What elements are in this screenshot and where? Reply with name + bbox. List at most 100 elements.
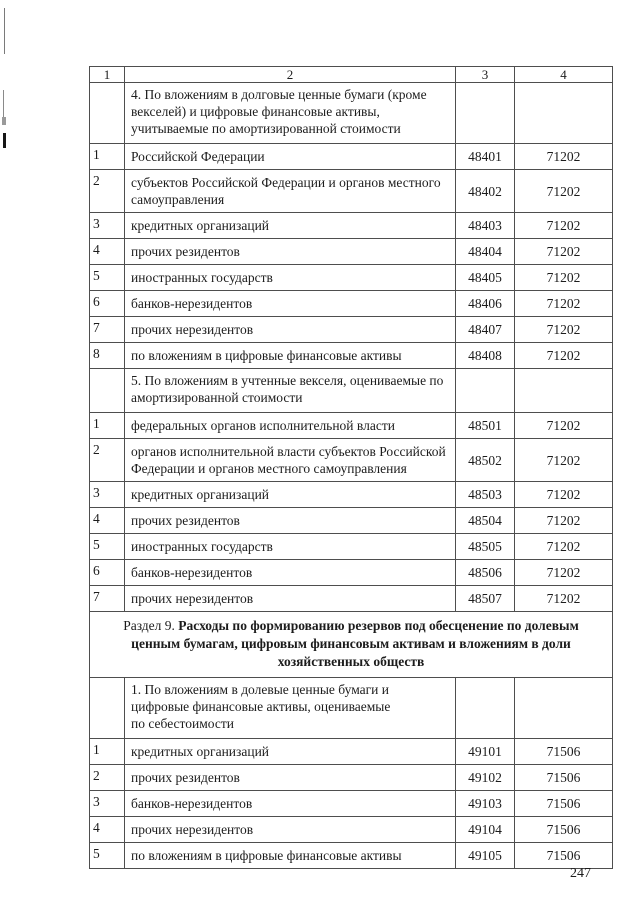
- row-number-cell: 1: [89, 412, 125, 439]
- accounting-table: 1 2 3 4 4. По вложениям в долговые ценны…: [89, 66, 613, 869]
- subsection-title-cell: 5. По вложениям в учтенные векселя, оцен…: [124, 368, 456, 413]
- column-header-1: 1: [89, 66, 125, 83]
- table-row: 1 федеральных органов исполнительной влас…: [89, 412, 613, 439]
- row-label-cell: по вложениям в цифровые финансовые актив…: [124, 342, 456, 369]
- table-row: 7 прочих нерезидентов 48407 71202: [89, 316, 613, 343]
- account-number-cell: 48501: [455, 412, 515, 439]
- row-label-cell: прочих резидентов: [124, 507, 456, 534]
- table-row: 4 прочих резидентов 48404 71202: [89, 238, 613, 265]
- symbol-number-cell: 71202: [514, 212, 613, 239]
- scan-artifact-line: [4, 8, 5, 54]
- row-label-cell: банков-нерезидентов: [124, 790, 456, 817]
- account-number-cell: [455, 82, 515, 144]
- row-number-cell: 4: [89, 507, 125, 534]
- row-label-cell: иностранных государств: [124, 264, 456, 291]
- table-row: 2 прочих резидентов 49102 71506: [89, 764, 613, 791]
- column-header-4: 4: [514, 66, 613, 83]
- account-number-cell: 48405: [455, 264, 515, 291]
- account-number-cell: 49103: [455, 790, 515, 817]
- symbol-number-cell: 71202: [514, 238, 613, 265]
- row-label-cell: прочих нерезидентов: [124, 316, 456, 343]
- symbol-number-cell: 71506: [514, 816, 613, 843]
- account-number-cell: 49104: [455, 816, 515, 843]
- row-label-cell: банков-нерезидентов: [124, 290, 456, 317]
- row-number-cell: 3: [89, 790, 125, 817]
- symbol-number-cell: 71202: [514, 342, 613, 369]
- subsection-title-cell: 1. По вложениям в долевые ценные бумаги …: [124, 677, 456, 739]
- row-label-cell: федеральных органов исполнительной власт…: [124, 412, 456, 439]
- section-header-row: Раздел 9. Расходы по формированию резерв…: [89, 611, 613, 678]
- scan-artifact-line: [3, 90, 4, 119]
- table-row: 4 прочих нерезидентов 49104 71506: [89, 816, 613, 843]
- row-number-cell: 7: [89, 316, 125, 343]
- row-label-cell: субъектов Российской Федерации и органов…: [124, 169, 456, 213]
- symbol-number-cell: 71506: [514, 790, 613, 817]
- row-number-cell: 5: [89, 264, 125, 291]
- row-label-cell: прочих нерезидентов: [124, 816, 456, 843]
- account-number-cell: 48507: [455, 585, 515, 612]
- table-row: 5 иностранных государств 48405 71202: [89, 264, 613, 291]
- account-number-cell: 48402: [455, 169, 515, 213]
- subsection-title-cell: 4. По вложениям в долговые ценные бумаги…: [124, 82, 456, 144]
- account-number-cell: 48503: [455, 481, 515, 508]
- section-title-prefix: Раздел 9.: [123, 618, 179, 633]
- scan-artifact-blob: [2, 117, 6, 125]
- table-row: 6 банков-нерезидентов 48506 71202: [89, 559, 613, 586]
- symbol-number-cell: 71506: [514, 738, 613, 765]
- symbol-number-cell: 71202: [514, 169, 613, 213]
- table-row: 4 прочих резидентов 48504 71202: [89, 507, 613, 534]
- row-label-cell: иностранных государств: [124, 533, 456, 560]
- row-label-cell: кредитных организаций: [124, 212, 456, 239]
- table-row: 3 кредитных организаций 48503 71202: [89, 481, 613, 508]
- symbol-number-cell: 71202: [514, 533, 613, 560]
- row-number-cell: 6: [89, 290, 125, 317]
- column-header-3: 3: [455, 66, 515, 83]
- account-number-cell: 49105: [455, 842, 515, 869]
- symbol-number-cell: [514, 82, 613, 144]
- table-row: 3 кредитных организаций 48403 71202: [89, 212, 613, 239]
- row-label-cell: кредитных организаций: [124, 738, 456, 765]
- column-header-2: 2: [124, 66, 456, 83]
- row-number-cell: 8: [89, 342, 125, 369]
- table-row: 8 по вложениям в цифровые финансовые акти…: [89, 342, 613, 369]
- row-number-cell: [89, 677, 125, 739]
- account-number-cell: 49102: [455, 764, 515, 791]
- row-label-cell: банков-нерезидентов: [124, 559, 456, 586]
- symbol-number-cell: 71202: [514, 264, 613, 291]
- account-number-cell: 48403: [455, 212, 515, 239]
- row-number-cell: 5: [89, 533, 125, 560]
- symbol-number-cell: 71202: [514, 143, 613, 170]
- symbol-number-cell: 71202: [514, 290, 613, 317]
- row-label-cell: прочих резидентов: [124, 764, 456, 791]
- page-number: 247: [570, 866, 591, 881]
- table-row: 5 иностранных государств 48505 71202: [89, 533, 613, 560]
- row-label-cell: органов исполнительной власти субъектов …: [124, 438, 456, 482]
- row-label-cell: Российской Федерации: [124, 143, 456, 170]
- account-number-cell: 48502: [455, 438, 515, 482]
- subsection-header-row: 4. По вложениям в долговые ценные бумаги…: [89, 82, 613, 144]
- row-number-cell: [89, 368, 125, 413]
- account-number-cell: [455, 677, 515, 739]
- row-label-cell: прочих нерезидентов: [124, 585, 456, 612]
- row-number-cell: 3: [89, 212, 125, 239]
- symbol-number-cell: 71202: [514, 585, 613, 612]
- table-row: 2 органов исполнительной власти субъектов…: [89, 438, 613, 482]
- row-number-cell: 1: [89, 738, 125, 765]
- account-number-cell: 49101: [455, 738, 515, 765]
- symbol-number-cell: 71202: [514, 412, 613, 439]
- table-row: 7 прочих нерезидентов 48507 71202: [89, 585, 613, 612]
- row-number-cell: 6: [89, 559, 125, 586]
- scan-artifact-bar: [3, 133, 6, 148]
- table-row: 5 по вложениям в цифровые финансовые акти…: [89, 842, 613, 869]
- subsection-header-row: 1. По вложениям в долевые ценные бумаги …: [89, 677, 613, 739]
- table-row: 2 субъектов Российской Федерации и органо…: [89, 169, 613, 213]
- row-number-cell: 2: [89, 438, 125, 482]
- row-label-cell: прочих резидентов: [124, 238, 456, 265]
- symbol-number-cell: 71506: [514, 764, 613, 791]
- symbol-number-cell: 71202: [514, 316, 613, 343]
- table-row: 1 Российской Федерации 48401 71202: [89, 143, 613, 170]
- account-number-cell: [455, 368, 515, 413]
- row-number-cell: 3: [89, 481, 125, 508]
- account-number-cell: 48406: [455, 290, 515, 317]
